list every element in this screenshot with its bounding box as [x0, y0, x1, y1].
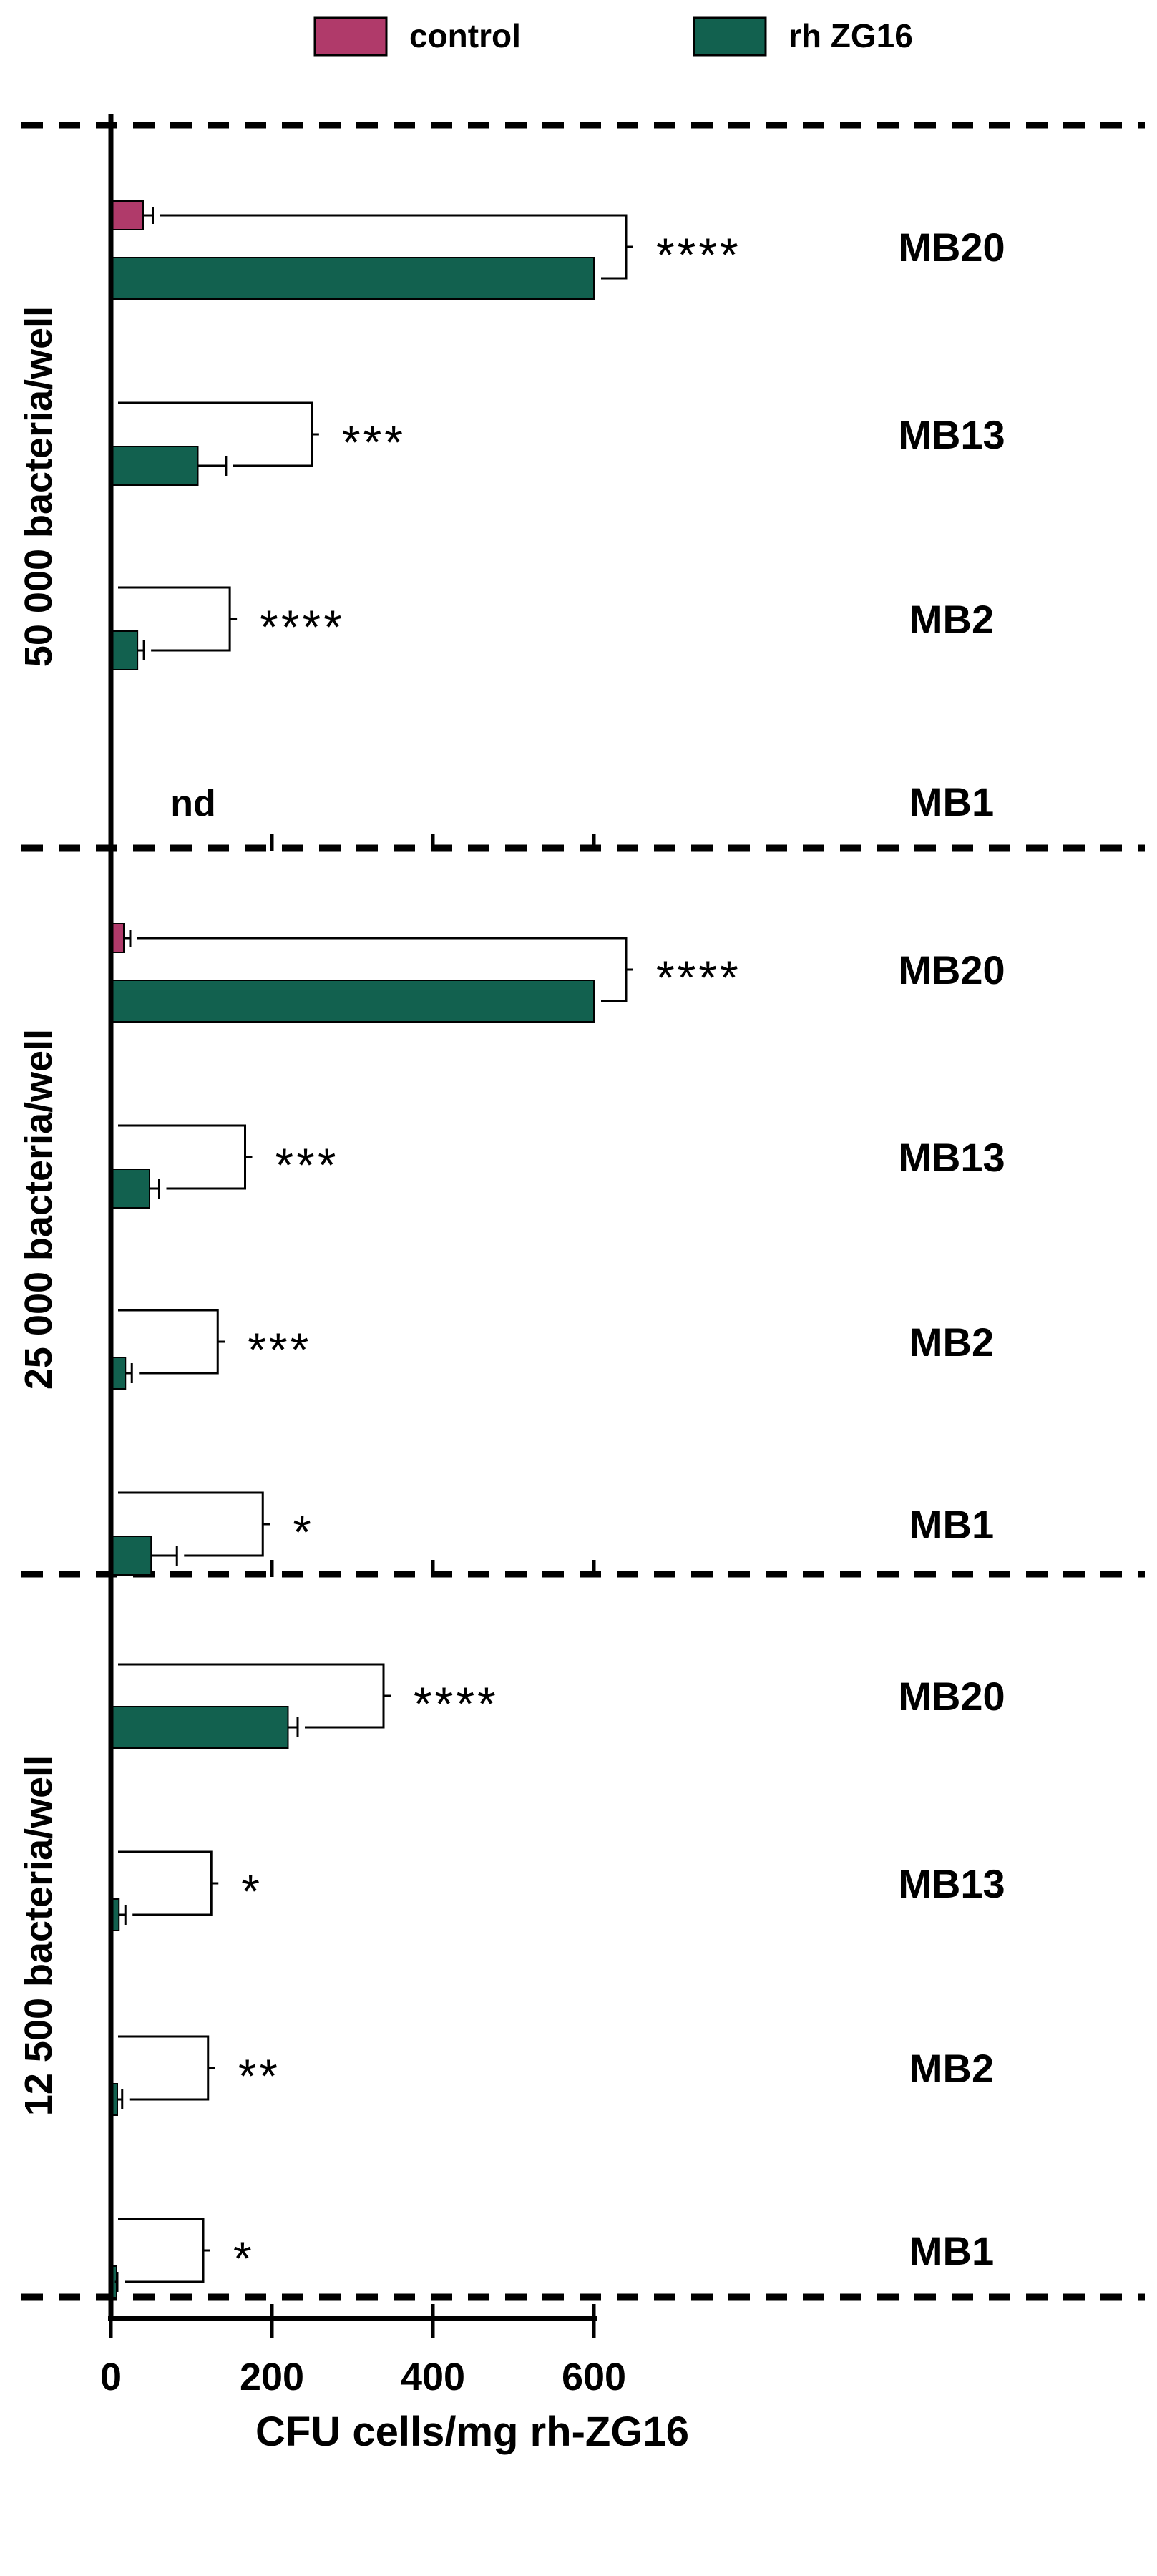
strain-label: MB2 — [909, 597, 994, 642]
bar-rh-zg16 — [110, 257, 595, 300]
legend-label-rh-zg16: rh ZG16 — [789, 17, 913, 54]
bar-rh-zg16 — [110, 1169, 150, 1209]
bar-group: MB2 **** — [110, 586, 994, 670]
bar-rh-zg16 — [110, 1706, 289, 1749]
significance-bracket — [118, 2035, 210, 2101]
significance-label: **** — [656, 951, 741, 1004]
significance-bracket — [118, 1309, 219, 1375]
strain-label: MB20 — [898, 1674, 1005, 1719]
significance-label: *** — [275, 1138, 339, 1191]
x-axis: 0 200 400 600 CFU cells/mg rh-ZG16 — [100, 114, 689, 2455]
significance-label: * — [293, 1506, 314, 1558]
strain-label: MB2 — [909, 2046, 994, 2091]
legend-swatch-rh-zg16 — [693, 16, 767, 57]
bar-control — [110, 200, 144, 230]
significance-label: *** — [248, 1323, 311, 1376]
significance-label: **** — [260, 600, 345, 653]
bar-group: MB1 nd — [170, 779, 994, 824]
strain-label: MB13 — [898, 1861, 1005, 1906]
significance-bracket — [118, 2218, 205, 2283]
x-tick-label: 400 — [401, 2356, 465, 2399]
panel-separators — [21, 122, 1145, 2301]
bar-group: MB13 * — [110, 1850, 1005, 1931]
x-tick-label: 0 — [100, 2356, 122, 2399]
legend: control rh ZG16 — [313, 16, 913, 57]
strain-label: MB13 — [898, 412, 1005, 457]
significance-label: * — [233, 2232, 255, 2285]
x-tick-label: 600 — [562, 2356, 626, 2399]
panel-1: 50 000 bacteria/well MB20 **** MB13 *** MB2 **… — [17, 200, 1005, 824]
strain-label: MB1 — [909, 1502, 994, 1547]
strain-label: MB20 — [898, 947, 1005, 992]
significance-label: **** — [656, 228, 741, 281]
legend-label-control: control — [409, 17, 521, 54]
significance-label: *** — [342, 416, 406, 469]
bar-group: MB13 *** — [110, 1124, 1005, 1209]
bar-group: MB20 **** — [110, 923, 1005, 1023]
x-axis-title: CFU cells/mg rh-ZG16 — [255, 2409, 689, 2455]
bar-group: MB2 ** — [110, 2035, 994, 2116]
significance-label: **** — [414, 1677, 499, 1730]
significance-label: * — [241, 1865, 263, 1918]
bar-group: MB20 **** — [110, 200, 1005, 300]
bar-rh-zg16 — [110, 1536, 152, 1576]
bar-group: MB13 *** — [110, 401, 1005, 486]
panel-label: 12 500 bacteria/well — [17, 1755, 60, 2116]
bar-rh-zg16 — [110, 446, 199, 486]
bar-group: MB2 *** — [110, 1309, 994, 1390]
legend-swatch-control — [313, 16, 388, 57]
strain-label: MB1 — [909, 779, 994, 824]
bar-rh-zg16 — [110, 630, 139, 670]
significance-bracket — [118, 1850, 213, 1916]
significance-label: ** — [238, 2049, 280, 2102]
strain-label: MB13 — [898, 1135, 1005, 1180]
bar-group: MB1 * — [110, 1491, 994, 1576]
plot-area: 50 000 bacteria/wellMB20****MB13***MB2**… — [17, 200, 1005, 2298]
panel-2: 25 000 bacteria/wellMB20****MB13***MB2**… — [17, 923, 1005, 1576]
panel-3: 12 500 bacteria/wellMB20****MB13*MB2**MB… — [17, 1663, 1005, 2298]
panel-label: 25 000 bacteria/well — [17, 1029, 60, 1390]
bar-group: MB1 * — [110, 2218, 994, 2298]
bar-group: MB20 **** — [110, 1663, 1005, 1749]
not-determined-label: nd — [170, 783, 216, 824]
strain-label: MB20 — [898, 225, 1005, 270]
strain-label: MB1 — [909, 2228, 994, 2273]
panel-label: 50 000 bacteria/well — [17, 306, 60, 667]
bar-rh-zg16 — [110, 980, 595, 1023]
x-tick-label: 200 — [240, 2356, 304, 2399]
strain-label: MB2 — [909, 1319, 994, 1365]
